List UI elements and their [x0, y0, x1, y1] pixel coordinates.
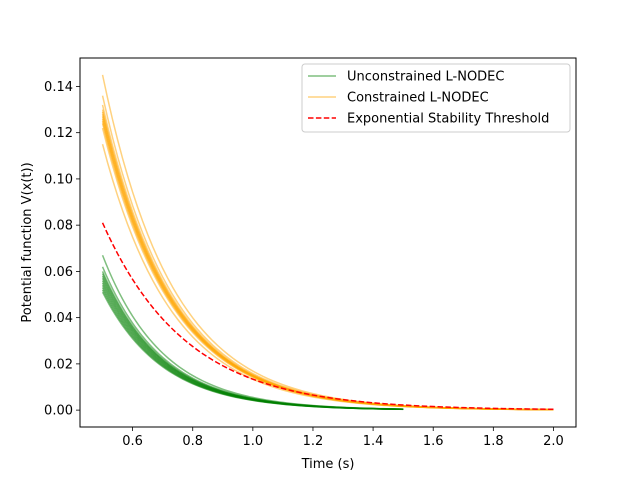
- legend-entry-unconstrained: Unconstrained L-NODEC: [308, 70, 504, 85]
- x-tick-label: 0.8: [182, 434, 203, 449]
- plot-layer: [101, 74, 554, 411]
- x-tick-label: 1.2: [303, 434, 324, 449]
- x-tick-label: 1.8: [483, 434, 504, 449]
- y-tick-label: 0.04: [44, 311, 73, 326]
- series-2: [101, 222, 554, 411]
- x-axis-label: Time (s): [301, 457, 355, 472]
- y-axis-label: Potential function V(x(t)): [20, 162, 35, 322]
- x-tick-label: 1.6: [423, 434, 444, 449]
- series-1-trajectory: [101, 144, 554, 411]
- y-tick-label: 0.08: [44, 219, 73, 234]
- series-0: [101, 254, 404, 411]
- x-tick-label: 2.0: [543, 434, 564, 449]
- y-tick-label: 0.02: [44, 357, 73, 372]
- series-1-trajectory: [101, 95, 554, 411]
- legend-label-constrained: Constrained L-NODEC: [347, 91, 489, 106]
- y-ticks: 0.00 0.02 0.04 0.06 0.08 0.10 0.12 0.14: [44, 80, 80, 419]
- series-0-trajectory: [101, 271, 404, 410]
- series-0-trajectory: [101, 291, 404, 411]
- legend-label-unconstrained: Unconstrained L-NODEC: [347, 70, 504, 85]
- threshold-curve: [101, 222, 554, 411]
- legend-entry-constrained: Constrained L-NODEC: [308, 91, 489, 106]
- legend-entry-threshold: Exponential Stability Threshold: [308, 112, 549, 127]
- x-ticks: 0.6 0.8 1.0 1.2 1.4 1.6 1.8 2.0: [122, 427, 564, 449]
- legend: Unconstrained L-NODEC Constrained L-NODE…: [301, 63, 571, 133]
- series-0-trajectory: [101, 254, 404, 410]
- x-tick-label: 1.0: [243, 434, 264, 449]
- x-tick-label: 0.6: [122, 434, 143, 449]
- legend-box: [301, 63, 571, 133]
- y-tick-label: 0.00: [44, 404, 73, 419]
- legend-label-threshold: Exponential Stability Threshold: [347, 112, 549, 127]
- x-tick-label: 1.4: [363, 434, 384, 449]
- y-tick-label: 0.10: [44, 172, 73, 187]
- y-tick-label: 0.14: [44, 80, 73, 95]
- y-tick-label: 0.12: [44, 126, 73, 141]
- y-tick-label: 0.06: [44, 265, 73, 280]
- axes-frame: [79, 57, 577, 428]
